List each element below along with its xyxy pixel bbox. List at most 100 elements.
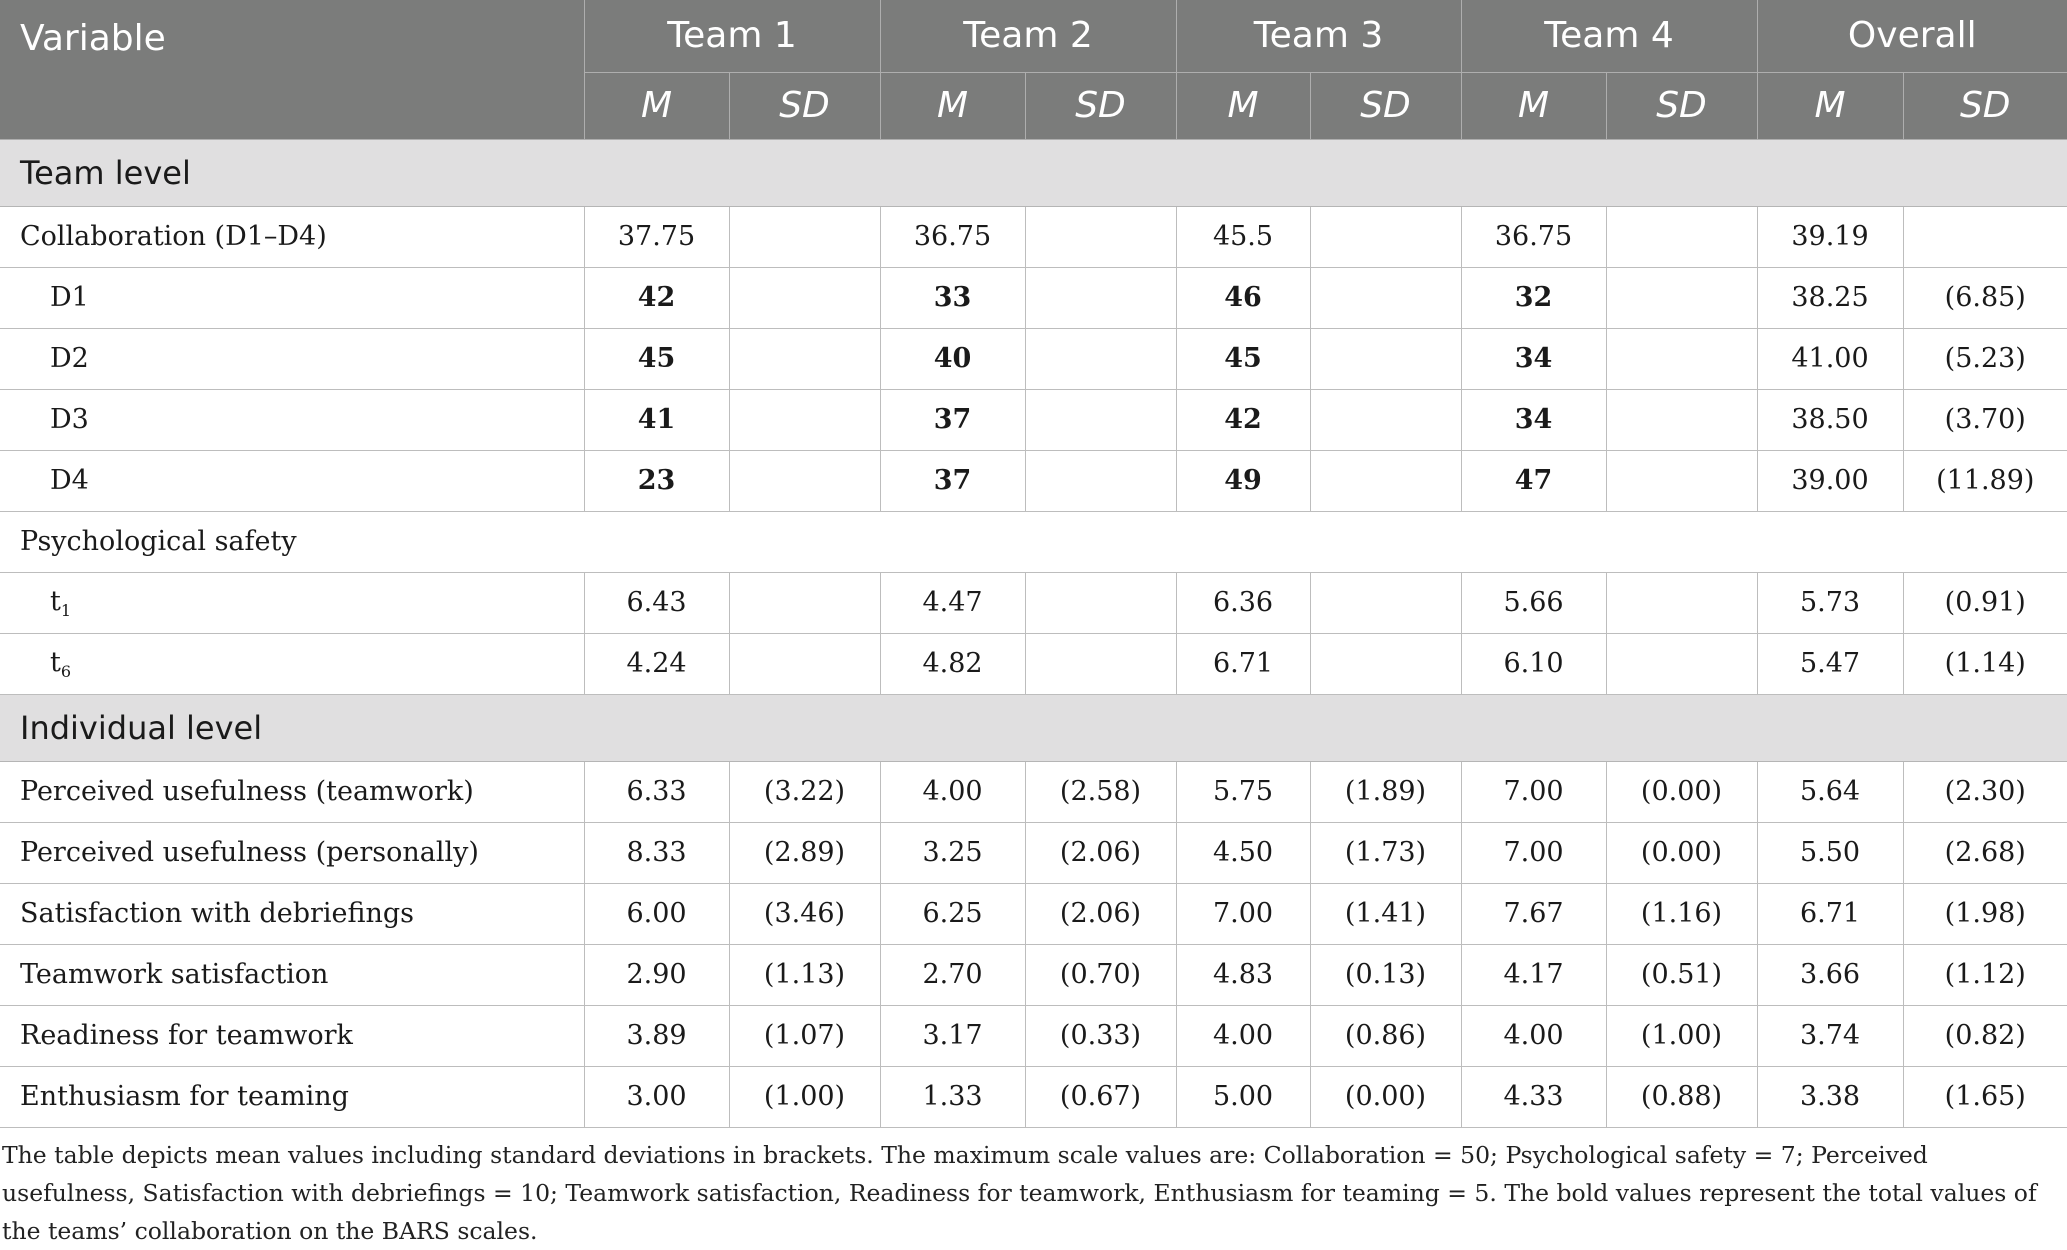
mean-cell: 33 — [880, 267, 1026, 329]
mean-cell: 6.25 — [880, 883, 1026, 945]
mean-cell: 40 — [880, 328, 1026, 390]
mean-cell: 38.50 — [1757, 389, 1904, 451]
mean-cell: 6.71 — [1176, 633, 1311, 695]
sd-cell — [1310, 267, 1462, 329]
sd-cell — [1025, 572, 1177, 634]
m-header: M — [1757, 72, 1904, 140]
sd-cell — [729, 328, 881, 390]
sd-cell — [1310, 572, 1462, 634]
sd-cell: (2.58) — [1025, 761, 1177, 823]
mean-cell: 3.66 — [1757, 944, 1904, 1006]
empty-cell — [584, 511, 2067, 573]
mean-cell: 1.33 — [880, 1066, 1026, 1128]
table-row: D4 23 37 49 47 39.00 (11.89) — [0, 450, 2067, 512]
sd-cell — [1025, 450, 1177, 512]
mean-cell: 38.25 — [1757, 267, 1904, 329]
mean-cell: 6.33 — [584, 761, 730, 823]
row-label: D2 — [0, 328, 585, 390]
mean-cell: 3.89 — [584, 1005, 730, 1067]
sd-cell: (3.22) — [729, 761, 881, 823]
sd-cell: (1.65) — [1903, 1066, 2067, 1128]
mean-cell: 5.00 — [1176, 1066, 1311, 1128]
table-header: Variable Team 1 Team 2 Team 3 Team 4 Ove… — [0, 0, 2067, 140]
table-row: D2 45 40 45 34 41.00 (5.23) — [0, 328, 2067, 390]
mean-cell: 2.70 — [880, 944, 1026, 1006]
table-row: Satisfaction with debriefings 6.00 (3.46) 6… — [0, 883, 2067, 945]
sd-cell: (0.86) — [1310, 1005, 1462, 1067]
table-row: t6 4.24 4.82 6.71 6.10 5.47 (1.14) — [0, 633, 2067, 695]
mean-cell: 47 — [1461, 450, 1607, 512]
sd-cell: (1.16) — [1606, 883, 1758, 945]
sd-cell — [1025, 267, 1177, 329]
mean-cell: 32 — [1461, 267, 1607, 329]
sd-cell — [1310, 633, 1462, 695]
group-header-team-1: Team 1 — [584, 0, 881, 73]
sd-cell — [1606, 328, 1758, 390]
sd-cell: (1.13) — [729, 944, 881, 1006]
m-header: M — [584, 72, 730, 140]
row-label: Teamwork satisfaction — [0, 944, 585, 1006]
mean-cell: 36.75 — [880, 206, 1026, 268]
sd-cell: (1.41) — [1310, 883, 1462, 945]
mean-cell: 8.33 — [584, 822, 730, 884]
mean-cell: 42 — [1176, 389, 1311, 451]
mean-cell: 5.75 — [1176, 761, 1311, 823]
time-subscript: 6 — [60, 661, 72, 681]
sd-cell — [729, 572, 881, 634]
mean-cell: 6.10 — [1461, 633, 1607, 695]
group-header-team-4: Team 4 — [1461, 0, 1758, 73]
mean-cell: 3.74 — [1757, 1005, 1904, 1067]
sd-cell: (2.06) — [1025, 883, 1177, 945]
mean-cell: 4.00 — [1461, 1005, 1607, 1067]
sd-header: SD — [1025, 72, 1177, 140]
row-label: D4 — [0, 450, 585, 512]
sd-cell — [1606, 389, 1758, 451]
sd-cell: (3.46) — [729, 883, 881, 945]
sd-cell: (2.06) — [1025, 822, 1177, 884]
sd-cell — [1310, 206, 1462, 268]
mean-cell: 41.00 — [1757, 328, 1904, 390]
mean-cell: 5.47 — [1757, 633, 1904, 695]
table-row: Readiness for teamwork 3.89 (1.07) 3.17 (0.3… — [0, 1005, 2067, 1067]
table-row: Perceived usefulness (teamwork) 6.33 (3.22… — [0, 761, 2067, 823]
mean-cell: 3.17 — [880, 1005, 1026, 1067]
table-row: Enthusiasm for teaming 3.00 (1.00) 1.33 (0.6… — [0, 1066, 2067, 1128]
table-row: D1 42 33 46 32 38.25 (6.85) — [0, 267, 2067, 329]
group-header-team-3: Team 3 — [1176, 0, 1462, 73]
mean-cell: 4.00 — [1176, 1005, 1311, 1067]
m-header: M — [1461, 72, 1607, 140]
mean-cell: 3.00 — [584, 1066, 730, 1128]
sd-cell: (6.85) — [1903, 267, 2067, 329]
mean-cell: 4.50 — [1176, 822, 1311, 884]
sd-cell — [1025, 206, 1177, 268]
mean-cell: 3.38 — [1757, 1066, 1904, 1128]
mean-cell: 49 — [1176, 450, 1311, 512]
row-label: D1 — [0, 267, 585, 329]
mean-cell: 34 — [1461, 389, 1607, 451]
sd-cell: (0.88) — [1606, 1066, 1758, 1128]
mean-cell: 7.67 — [1461, 883, 1607, 945]
m-header: M — [880, 72, 1026, 140]
row-label: Collaboration (D1–D4) — [0, 206, 585, 268]
mean-cell: 4.82 — [880, 633, 1026, 695]
sd-cell: (0.13) — [1310, 944, 1462, 1006]
time-subscript: 1 — [60, 600, 72, 620]
sd-header: SD — [1606, 72, 1758, 140]
table-row: Collaboration (D1–D4) 37.75 36.75 45.5 36.75… — [0, 206, 2067, 268]
table-row: Teamwork satisfaction 2.90 (1.13) 2.70 (0.70… — [0, 944, 2067, 1006]
mean-cell: 37 — [880, 450, 1026, 512]
m-header: M — [1176, 72, 1311, 140]
mean-cell: 39.19 — [1757, 206, 1904, 268]
sd-cell: (1.98) — [1903, 883, 2067, 945]
mean-cell: 5.64 — [1757, 761, 1904, 823]
sd-cell: (0.00) — [1310, 1066, 1462, 1128]
mean-cell: 36.75 — [1461, 206, 1607, 268]
sd-cell: (1.07) — [729, 1005, 881, 1067]
sd-cell: (1.00) — [729, 1066, 881, 1128]
mean-cell: 5.50 — [1757, 822, 1904, 884]
mean-cell: 4.83 — [1176, 944, 1311, 1006]
row-label: t1 — [0, 572, 585, 634]
sd-cell — [1025, 389, 1177, 451]
sd-cell: (2.30) — [1903, 761, 2067, 823]
sd-cell — [1025, 328, 1177, 390]
